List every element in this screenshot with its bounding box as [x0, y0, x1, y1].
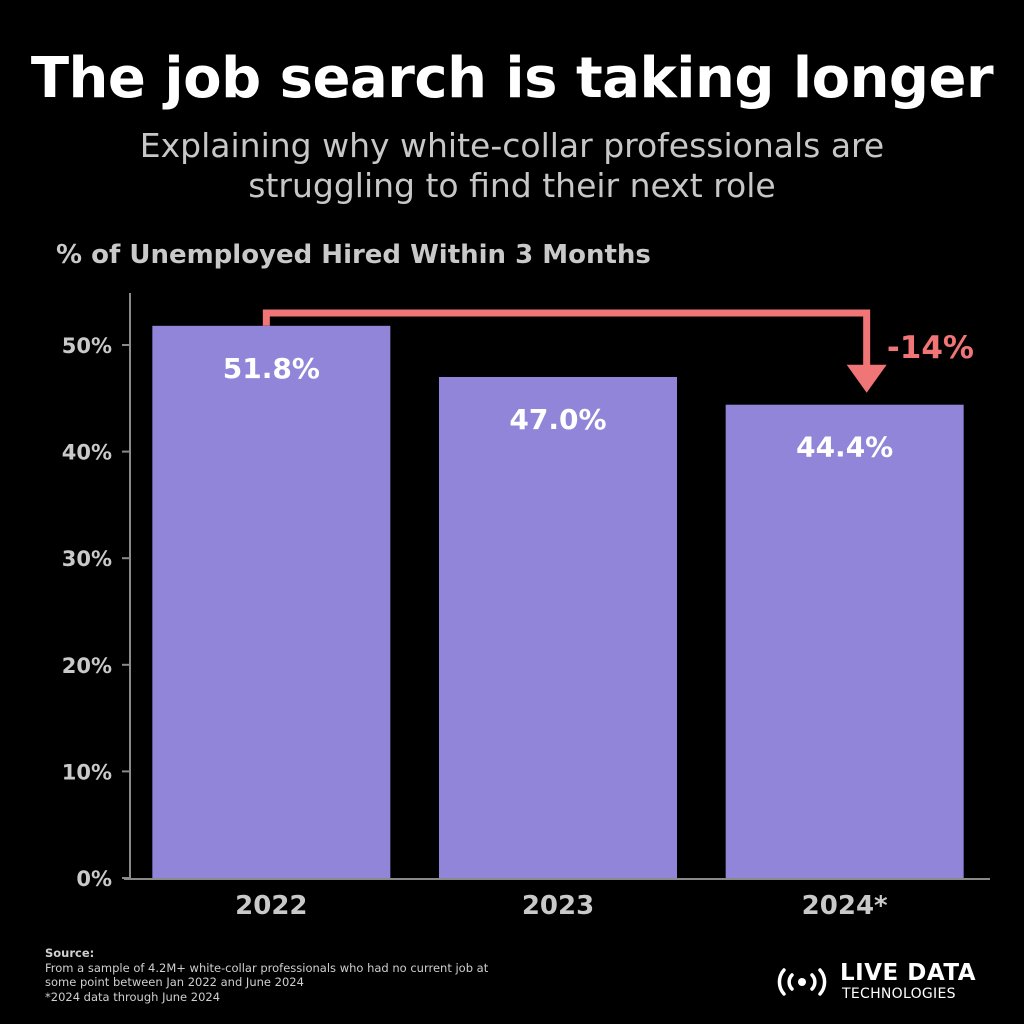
- x-tick-label: 2024*: [802, 891, 888, 921]
- bar-2023: [439, 376, 677, 878]
- subtitle-line-1: Explaining why white-collar professional…: [139, 126, 885, 165]
- y-tick-label: 20%: [62, 654, 112, 678]
- broadcast-icon: [777, 968, 827, 996]
- chart-title: % of Unemployed Hired Within 3 Months: [56, 240, 651, 270]
- bar-2022: [152, 325, 391, 878]
- y-tick-label: 10%: [62, 760, 112, 784]
- logo-name: LIVE DATA: [840, 960, 977, 986]
- page-title: The job search is taking longer: [30, 46, 994, 111]
- source-line-2: some point between Jan 2022 and June 202…: [45, 975, 304, 989]
- data-label: 47.0%: [509, 403, 606, 436]
- y-tick-label: 30%: [62, 547, 112, 571]
- y-tick-label: 50%: [62, 334, 112, 358]
- x-tick-label: 2023: [522, 891, 594, 921]
- labels-layer: 51.8% 2022 47.0% 2023 44.4% 2024* 0% 10% 20% 30% 4…: [62, 334, 894, 921]
- logo-subname: TECHNOLOGIES: [842, 986, 956, 1002]
- bars-layer: [152, 325, 964, 878]
- bar-2024: [725, 404, 964, 878]
- change-bracket: [262, 309, 871, 369]
- change-annotation: -14%: [262, 309, 974, 393]
- data-label: 44.4%: [796, 431, 893, 464]
- data-label: 51.8%: [223, 352, 320, 385]
- subtitle-line-2: struggling to find their next role: [248, 166, 776, 205]
- y-tick-label: 40%: [62, 441, 112, 465]
- bar-chart: 51.8% 2022 47.0% 2023 44.4% 2024* 0% 10% 20% 30% 4…: [62, 293, 990, 921]
- x-tick-label: 2022: [235, 891, 307, 921]
- source-note: Source: From a sample of 4.2M+ white-col…: [45, 946, 488, 1004]
- source-line-1: From a sample of 4.2M+ white-collar prof…: [45, 960, 489, 975]
- axes-layer: [122, 293, 990, 880]
- change-label: -14%: [887, 330, 974, 366]
- live-data-logo: LIVE DATA TECHNOLOGIES: [774, 958, 994, 1006]
- page-subtitle: Explaining why white-collar professional…: [70, 126, 954, 206]
- arrow-head-icon: [846, 364, 887, 393]
- source-line-3: *2024 data through June 2024: [45, 989, 221, 1004]
- source-title: Source:: [45, 946, 95, 960]
- y-tick-label: 0%: [76, 867, 112, 891]
